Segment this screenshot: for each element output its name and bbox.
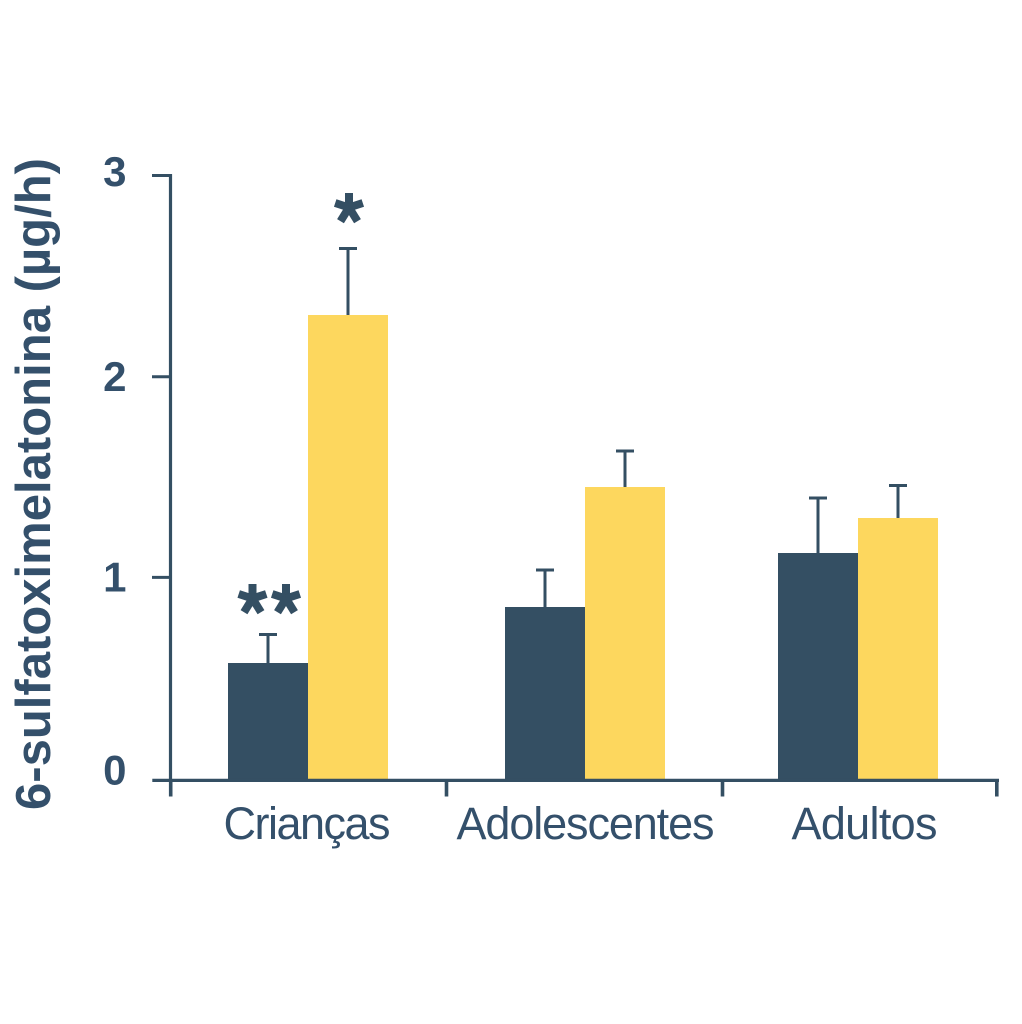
svg-text:Crianças: Crianças	[224, 798, 391, 849]
svg-text:1: 1	[103, 554, 126, 601]
svg-text:6-sulfatoximelatonina (µg/h): 6-sulfatoximelatonina (µg/h)	[7, 158, 61, 810]
svg-text:3: 3	[103, 148, 126, 195]
svg-text:0: 0	[103, 747, 126, 794]
svg-text:Adultos: Adultos	[792, 798, 938, 849]
svg-text:2: 2	[103, 353, 126, 400]
svg-text:Adolescentes: Adolescentes	[457, 798, 715, 849]
